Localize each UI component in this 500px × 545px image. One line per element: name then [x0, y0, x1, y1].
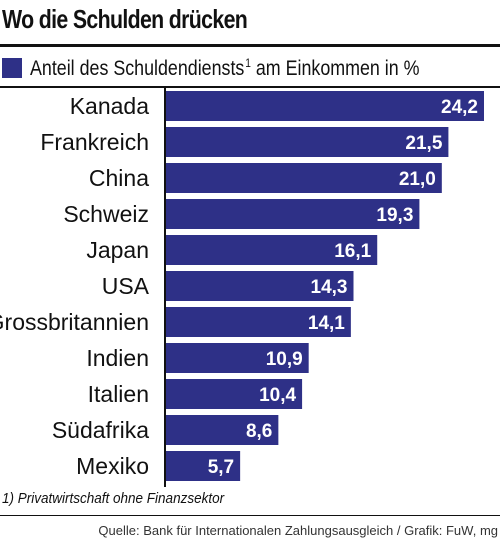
footer-rule: [0, 515, 500, 516]
title-rule: [0, 44, 500, 47]
value-label-6: 14,1: [308, 313, 345, 334]
value-label-8: 10,4: [259, 385, 296, 406]
category-label-9: Südafrika: [52, 417, 149, 443]
bar-10: [165, 451, 241, 481]
category-label-8: Italien: [88, 381, 149, 407]
category-label-0: Kanada: [70, 93, 150, 119]
value-label-4: 16,1: [334, 241, 371, 262]
footnote: 1) Privatwirtschaft ohne Finanzsektor: [2, 490, 225, 507]
legend: Anteil des Schuldendiensts1 am Einkommen…: [2, 55, 488, 81]
value-label-3: 19,3: [376, 205, 413, 226]
value-label-7: 10,9: [266, 349, 303, 370]
value-label-9: 8,6: [246, 421, 272, 442]
bar-4: [165, 235, 378, 265]
category-label-1: Frankreich: [40, 129, 149, 155]
category-label-5: USA: [102, 273, 150, 299]
category-label-2: China: [89, 165, 149, 191]
legend-text: Anteil des Schuldendiensts1 am Einkommen…: [30, 56, 420, 81]
chart-title: Wo die Schulden drücken: [2, 4, 248, 34]
value-label-5: 14,3: [311, 277, 348, 298]
value-label-0: 24,2: [441, 97, 478, 118]
category-label-6: Grossbritannien: [0, 309, 149, 335]
legend-label: Anteil des Schuldendiensts: [30, 56, 245, 80]
legend-rule: [0, 86, 500, 88]
bar-2: [165, 163, 442, 193]
source-note: Quelle: Bank für Internationalen Zahlung…: [98, 523, 498, 538]
category-label-10: Mexiko: [76, 453, 149, 479]
legend-footnote-marker: 1: [245, 55, 251, 70]
value-label-2: 21,0: [399, 169, 436, 190]
bar-5: [165, 271, 354, 301]
value-label-1: 21,5: [405, 133, 442, 154]
category-label-7: Indien: [86, 345, 149, 371]
legend-swatch: [2, 58, 22, 78]
bar-9: [165, 415, 279, 445]
bar-1: [165, 127, 449, 157]
bar-3: [165, 199, 420, 229]
bar-8: [165, 379, 303, 409]
bar-7: [165, 343, 309, 373]
bar-chart: Kanada 24,2 Frankreich 21,5 China 21,0 Schweiz…: [0, 88, 484, 487]
category-label-3: Schweiz: [63, 201, 149, 227]
category-label-4: Japan: [86, 237, 149, 263]
value-label-10: 5,7: [208, 457, 234, 478]
bar-0: [165, 91, 484, 121]
bar-6: [165, 307, 351, 337]
legend-label-suffix: am Einkommen in %: [255, 56, 420, 80]
